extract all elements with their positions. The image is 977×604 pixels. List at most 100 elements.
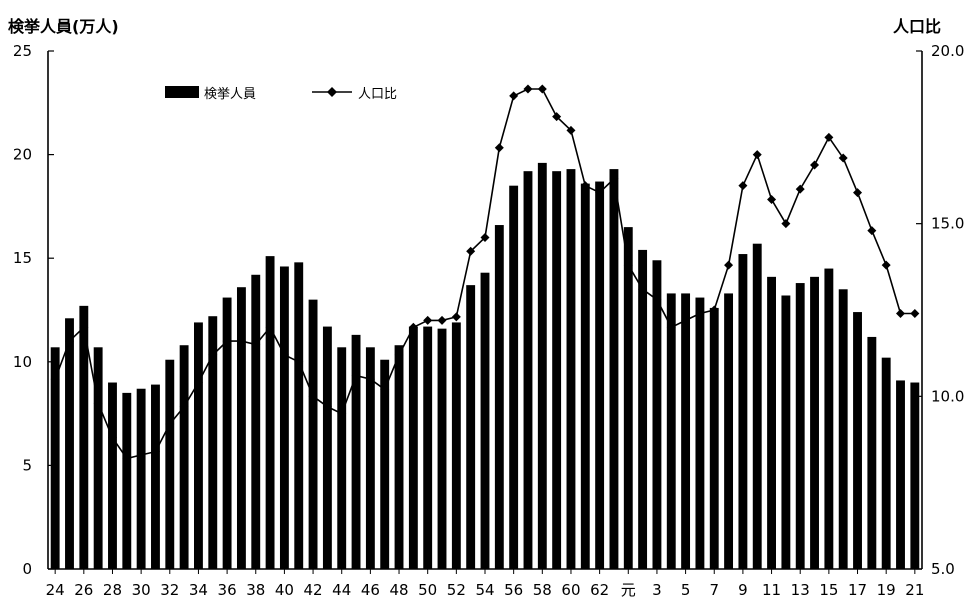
bar-7 <box>709 307 719 569</box>
line-point-46 <box>365 374 375 384</box>
bar-5 <box>681 293 691 569</box>
line-point-40 <box>279 350 289 360</box>
x-tick-label-7: 7 <box>709 581 719 599</box>
line-point-51 <box>437 315 447 325</box>
line-point-24 <box>50 374 60 384</box>
line-point-28 <box>107 433 117 443</box>
x-tick-label-17: 17 <box>848 581 867 599</box>
x-tick-label-46: 46 <box>361 581 380 599</box>
line-point-61 <box>580 181 590 191</box>
bar-20 <box>896 380 905 569</box>
bar-36 <box>222 297 232 569</box>
line-point-44 <box>337 409 347 419</box>
bar-24 <box>50 347 60 569</box>
bar-series <box>50 162 920 570</box>
bar-2 <box>638 249 648 570</box>
x-tick-label-48: 48 <box>389 581 408 599</box>
bar-33 <box>179 345 189 569</box>
left-tick-label: 15 <box>13 249 32 267</box>
right-axis-title: 人口比 <box>893 17 941 36</box>
bar-55 <box>494 225 504 569</box>
bar-17 <box>853 312 862 569</box>
x-tick-label-30: 30 <box>132 581 151 599</box>
x-axis-ticks: 24 26 28 30 32 34 36 38 40 42 44 46 48 50 52 54 56 58 60 62… <box>46 569 924 599</box>
line-point-37 <box>236 336 246 346</box>
x-tick-label-38: 38 <box>246 581 265 599</box>
x-tick-label-52: 52 <box>447 581 466 599</box>
legend-diamond-marker <box>327 87 337 97</box>
bar-16 <box>838 289 848 569</box>
line-point-25 <box>64 336 74 346</box>
bar-58 <box>537 162 547 569</box>
bar-12 <box>781 295 791 569</box>
bar-38 <box>251 274 261 569</box>
line-point-5 <box>681 315 691 325</box>
line-point-13 <box>795 184 805 194</box>
line-point-7 <box>709 305 719 315</box>
x-tick-label-60: 60 <box>561 581 580 599</box>
line-point-62 <box>595 188 605 198</box>
bar-48 <box>394 345 404 569</box>
bar-43 <box>322 326 332 569</box>
x-tick-label-54: 54 <box>475 581 494 599</box>
bar-52 <box>451 322 461 569</box>
bar-15 <box>824 268 834 569</box>
line-point-48 <box>394 350 404 360</box>
legend-bar-swatch <box>165 86 199 98</box>
right-tick-label: 15.0 <box>931 215 964 233</box>
line-point-50 <box>423 315 433 325</box>
line-point-33 <box>179 402 189 412</box>
left-tick-label: 5 <box>22 456 32 474</box>
line-point-45 <box>351 371 361 381</box>
x-tick-label-28: 28 <box>103 581 122 599</box>
line-series <box>50 84 920 463</box>
bar-51 <box>437 328 447 569</box>
bar-21 <box>910 382 920 569</box>
line-point-4 <box>666 322 676 332</box>
x-tick-label-元: 元 <box>621 581 636 599</box>
x-tick-label-13: 13 <box>791 581 810 599</box>
bar-11 <box>767 276 776 569</box>
bar-8 <box>724 293 734 569</box>
line-point-32 <box>165 419 175 429</box>
bar-9 <box>738 254 748 569</box>
line-point-59 <box>552 112 562 122</box>
line-point-58 <box>537 84 547 94</box>
line-point-54 <box>480 232 490 242</box>
line-point-29 <box>122 453 132 463</box>
x-tick-label-19: 19 <box>877 581 896 599</box>
bar-59 <box>552 171 562 569</box>
line-point-36 <box>222 336 232 346</box>
x-tick-label-15: 15 <box>819 581 838 599</box>
line-point-42 <box>308 391 318 401</box>
bar-61 <box>580 183 590 569</box>
line-point-12 <box>781 219 791 229</box>
x-tick-label-11: 11 <box>762 581 781 599</box>
x-tick-label-44: 44 <box>332 581 351 599</box>
bar-14 <box>810 276 819 569</box>
line-point-30 <box>136 450 146 460</box>
x-tick-label-32: 32 <box>160 581 179 599</box>
bar-45 <box>351 334 361 569</box>
bar-44 <box>337 347 347 569</box>
bar-49 <box>408 326 418 569</box>
bar-50 <box>423 326 433 569</box>
bar-19 <box>881 357 891 569</box>
line-point-52 <box>451 312 461 322</box>
x-tick-label-24: 24 <box>46 581 65 599</box>
bar-56 <box>509 185 519 569</box>
x-tick-label-5: 5 <box>681 581 691 599</box>
legend-label-bars: 検挙人員 <box>204 87 256 102</box>
line-point-17 <box>853 188 863 198</box>
bar-53 <box>466 285 476 569</box>
line-point-57 <box>523 84 533 94</box>
x-tick-label-21: 21 <box>905 581 924 599</box>
left-axis-title: 検挙人員(万人) <box>8 17 119 36</box>
line-point-26 <box>79 322 89 332</box>
bar-32 <box>165 359 175 569</box>
line-point-35 <box>208 350 218 360</box>
line-point-9 <box>738 181 748 191</box>
x-tick-label-62: 62 <box>590 581 609 599</box>
bar-13 <box>795 283 805 569</box>
bar-63 <box>609 169 619 569</box>
